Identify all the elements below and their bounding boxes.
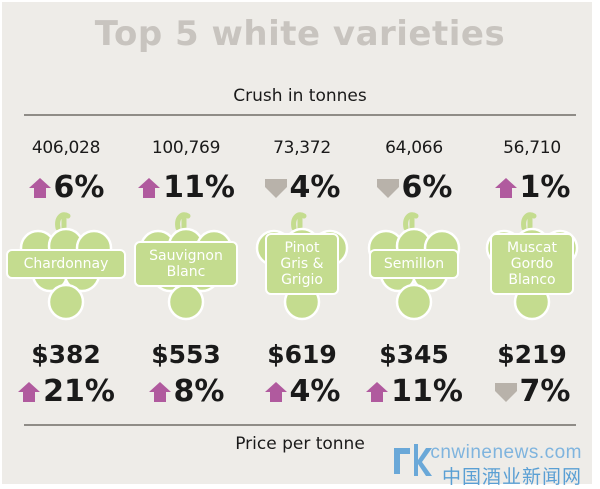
crush-value: 56,710 — [503, 138, 561, 158]
crush-change-value: 6% — [401, 170, 453, 205]
page-title: Top 5 white varieties — [94, 14, 506, 54]
variety-name: Muscat Gordo Blanco — [490, 233, 574, 295]
crush-change-value: 11% — [163, 170, 235, 205]
price-change-value: 11% — [391, 374, 463, 409]
arrow-up-icon — [18, 381, 41, 402]
crush-change: 6% — [359, 170, 469, 205]
price-change-value: 4% — [289, 374, 341, 409]
bottom-divider — [24, 424, 576, 426]
variety-name: Semillon — [369, 249, 459, 279]
price-value: $553 — [151, 340, 221, 369]
crush-change: 1% — [477, 170, 587, 205]
watermark-name: 中国酒业新闻网 — [441, 466, 582, 488]
price-heading: Price per tonne — [235, 434, 365, 454]
crush-change-value: 4% — [289, 170, 341, 205]
price-change: 8% — [131, 374, 241, 409]
arrow-up-icon — [138, 177, 161, 198]
price-change-value: 7% — [519, 374, 571, 409]
arrow-up-icon — [264, 381, 287, 402]
crush-change: 6% — [11, 170, 121, 205]
arrow-up-icon — [28, 177, 51, 198]
variety-name: Chardonnay — [6, 249, 126, 279]
arrow-down-icon — [264, 178, 287, 198]
watermark-url: cnwinenews.com — [430, 442, 582, 463]
crush-value: 406,028 — [31, 138, 101, 158]
price-change: 21% — [11, 374, 121, 409]
crush-change-value: 1% — [519, 170, 571, 205]
watermark-logo-icon — [394, 444, 432, 476]
price-change: 7% — [477, 374, 587, 409]
arrow-up-icon — [494, 177, 517, 198]
arrow-up-icon — [366, 381, 389, 402]
crush-heading: Crush in tonnes — [233, 86, 367, 106]
price-change-value: 8% — [173, 374, 225, 409]
price-value: $345 — [379, 340, 449, 369]
arrow-down-icon — [494, 382, 517, 402]
crush-value: 100,769 — [151, 138, 221, 158]
crush-change: 11% — [131, 170, 241, 205]
price-value: $619 — [267, 340, 337, 369]
arrow-down-icon — [376, 178, 399, 198]
price-change: 4% — [247, 374, 357, 409]
crush-value: 64,066 — [385, 138, 443, 158]
crush-change: 4% — [247, 170, 357, 205]
price-change-value: 21% — [43, 374, 115, 409]
arrow-up-icon — [148, 381, 171, 402]
top-divider — [24, 114, 576, 116]
price-change: 11% — [359, 374, 469, 409]
variety-name: Sauvignon Blanc — [134, 241, 238, 287]
variety-name: Pinot Gris & Grigio — [265, 233, 339, 295]
crush-value: 73,372 — [273, 138, 331, 158]
price-value: $382 — [31, 340, 101, 369]
crush-change-value: 6% — [53, 170, 105, 205]
price-value: $219 — [497, 340, 567, 369]
